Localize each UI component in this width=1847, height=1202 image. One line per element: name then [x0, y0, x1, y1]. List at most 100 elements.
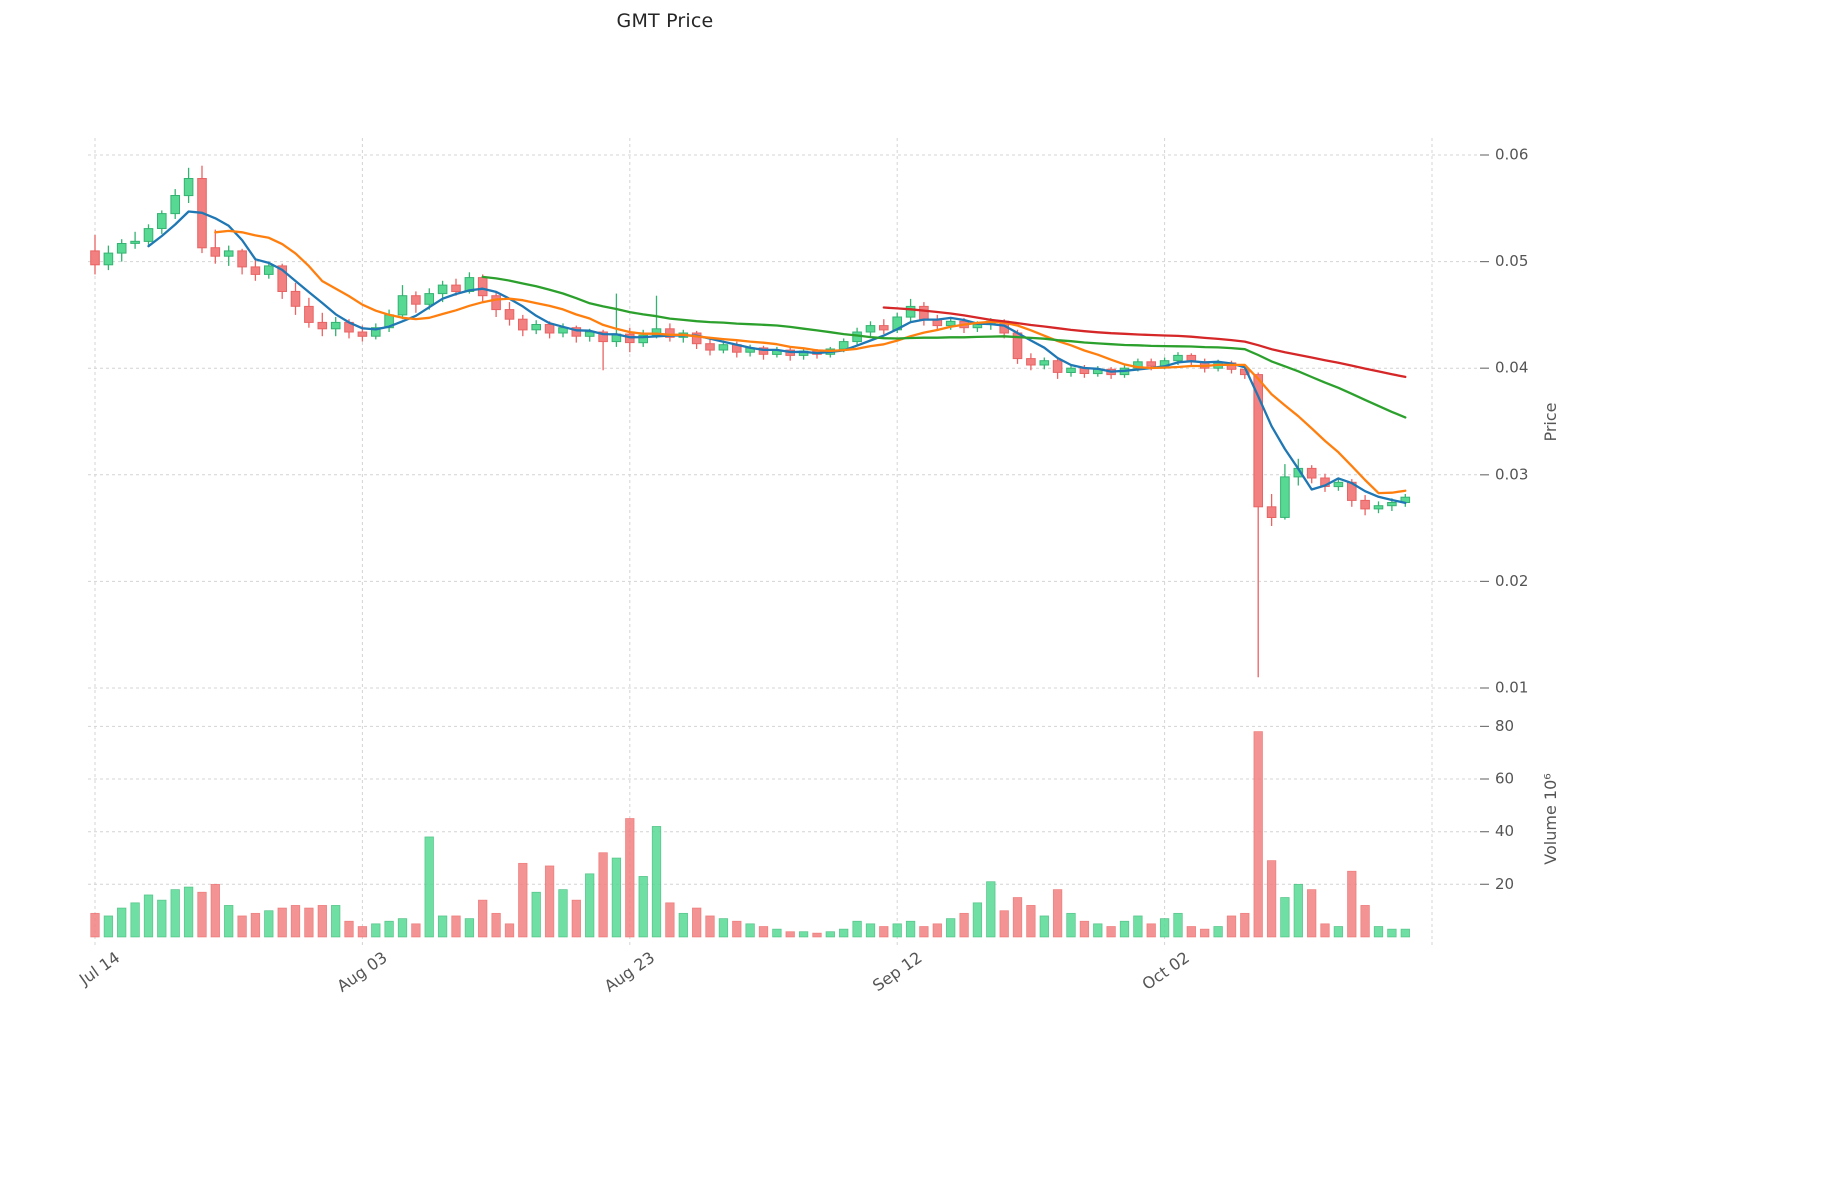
candle — [197, 165, 207, 254]
candle-body — [758, 347, 769, 355]
candle-body — [531, 324, 542, 331]
volume-bar — [745, 923, 755, 938]
candle — [1306, 465, 1317, 484]
volume-bar — [130, 902, 140, 938]
candle-body — [1333, 481, 1344, 488]
volume-bar — [277, 907, 287, 938]
volume-bar — [1093, 923, 1103, 938]
volume-bar — [437, 915, 448, 938]
candle-body — [183, 178, 194, 197]
price-tick-label: 0.01 — [1495, 679, 1528, 697]
volume-bar — [972, 902, 983, 938]
volume-bar — [531, 891, 541, 938]
candle-body — [1280, 476, 1290, 518]
volume-bar — [798, 931, 809, 938]
volume-bar — [143, 894, 154, 938]
candle-body — [504, 309, 515, 320]
candle-body — [451, 284, 461, 293]
volume-bar — [491, 912, 501, 938]
volume-bar — [959, 912, 969, 938]
ma10-line — [214, 229, 1407, 495]
candle — [518, 314, 528, 337]
candle — [691, 330, 702, 349]
candle — [919, 302, 929, 326]
volume-bar — [397, 918, 408, 938]
volume-bar — [1320, 923, 1330, 938]
candle-body — [905, 305, 916, 318]
volume-bar — [304, 907, 314, 938]
volume-bar — [1293, 883, 1303, 938]
candle-body — [571, 327, 582, 337]
volume-bar — [518, 862, 528, 938]
ma30-line — [481, 275, 1407, 419]
candle — [290, 282, 301, 315]
volume-bar — [638, 876, 648, 938]
volume-bar — [558, 889, 568, 938]
candle — [223, 245, 234, 266]
candle — [611, 293, 622, 347]
candle-body — [103, 252, 114, 266]
candle-body — [838, 341, 849, 350]
volume-bar — [1253, 731, 1263, 938]
volume-bar — [1133, 915, 1143, 938]
candle-body — [90, 250, 100, 266]
volume-bar — [932, 923, 942, 938]
volume-bar — [812, 932, 822, 938]
volume-bar — [290, 905, 301, 938]
candle-body — [1266, 506, 1277, 518]
volume-bar — [1360, 905, 1370, 938]
candle — [90, 234, 100, 275]
volume-bar — [1186, 926, 1196, 938]
candle — [157, 210, 167, 234]
candle — [772, 346, 782, 358]
volume-bar — [384, 920, 394, 938]
price-tick-label: 0.05 — [1495, 252, 1528, 270]
price-tick-label: 0.02 — [1495, 572, 1528, 590]
volume-bar — [758, 926, 769, 938]
chart-title: GMT Price — [616, 10, 714, 32]
candle-body — [1026, 358, 1036, 366]
volume-bar — [504, 923, 515, 938]
candle-body — [223, 250, 234, 257]
candle — [103, 245, 114, 271]
volume-bar — [611, 857, 622, 938]
candle — [397, 285, 408, 320]
candle-body — [491, 295, 501, 311]
candle-body — [437, 284, 448, 295]
volume-bar — [1026, 905, 1036, 938]
candle — [665, 323, 675, 342]
candle — [130, 231, 140, 249]
candle — [865, 321, 876, 337]
candle — [1039, 357, 1050, 370]
candle — [1400, 494, 1411, 507]
candle-body — [919, 305, 929, 320]
candle — [879, 319, 889, 335]
volume-bar — [317, 905, 327, 938]
volume-bar — [1307, 889, 1317, 938]
volume-bar — [879, 926, 889, 938]
volume-bar — [598, 852, 608, 938]
candle-body — [277, 265, 287, 292]
volume-tick-label: 40 — [1495, 822, 1514, 840]
volume-bar — [986, 881, 996, 938]
candle — [1186, 353, 1197, 367]
volume-bar — [344, 920, 354, 938]
candle — [504, 302, 515, 326]
candle-body — [1066, 367, 1076, 374]
candle — [237, 248, 247, 275]
candle-body — [357, 331, 368, 337]
volume-bar — [183, 886, 194, 938]
volume-bar — [464, 918, 475, 938]
candle — [1360, 495, 1370, 516]
candle — [758, 345, 769, 360]
candle-body — [1387, 502, 1397, 507]
candle-body — [1039, 360, 1050, 366]
candle-body — [157, 213, 167, 230]
candle-body — [651, 328, 662, 336]
candle — [250, 259, 261, 281]
candle-body — [1360, 499, 1370, 510]
candle — [491, 291, 501, 317]
volume-bar — [1347, 870, 1357, 938]
candle — [531, 320, 542, 335]
